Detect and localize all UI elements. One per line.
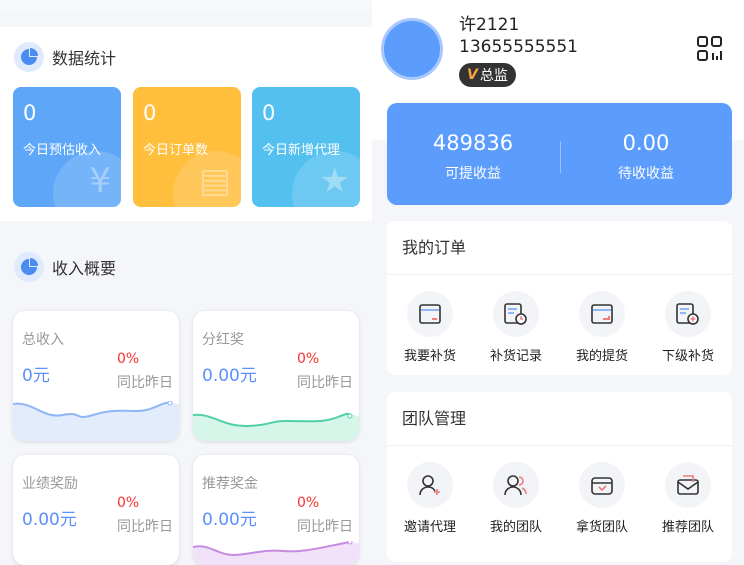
withdrawable-value: 489836 [432,131,514,155]
income-header: 收入概要 [14,252,116,282]
invite-agent-button[interactable]: 邀请代理 [387,462,473,535]
menu-label: 下级补货 [661,349,714,364]
pending-value: 0.00 [622,131,670,155]
invite-user-icon [407,462,453,508]
stat-value: 0 [262,101,276,125]
sparkline [193,541,359,565]
menu-label: 推荐团队 [661,520,714,535]
my-pickup-button[interactable]: 我的提货 [559,291,645,364]
menu-label: 我要补货 [403,349,456,364]
level-label: 总监 [479,68,508,84]
menu-label: 拿货团队 [575,520,628,535]
stat-value: 0 [23,101,37,125]
sparkline [13,401,179,441]
income-card-performance[interactable]: 业绩奖励 0.00元 0% 同比昨日 [13,455,179,565]
my-team-button[interactable]: 我的团队 [473,462,559,535]
income-card-title: 业绩奖励 [22,476,78,492]
restock-icon [407,291,453,337]
menu-label: 补货记录 [489,349,542,364]
orders-title: 我的订单 [387,221,732,275]
star-icon: ★ [319,161,350,201]
income-card-title: 分红奖 [202,332,244,348]
clipboard-icon: ▤ [198,161,231,201]
income-card-compare: 同比昨日 [117,519,173,535]
box-icon [579,462,625,508]
vip-icon: V [467,67,478,83]
menu-label: 我的团队 [489,520,542,535]
income-card-percent: 0% [297,495,320,511]
top-strip [0,0,372,12]
user-phone: 13655555551 [459,37,578,57]
withdrawable-label[interactable]: 可提收益 [445,166,501,182]
stats-title: 数据统计 [52,49,117,68]
menu-label: 邀请代理 [403,520,456,535]
income-card-total[interactable]: 总收入 0元 0% 同比昨日 [13,311,179,441]
income-card-compare: 同比昨日 [117,375,173,391]
team-icon [493,462,539,508]
referral-team-button[interactable]: 推荐团队 [645,462,731,535]
stat-label: 今日新增代理 [262,143,341,158]
income-card-title: 总收入 [22,332,64,348]
stat-card-agents[interactable]: ★ 0 今日新增代理 [252,87,360,207]
orders-card: 我的订单 我要补货 补货记录 我的提货 下级补货 [387,221,732,375]
sparkline [193,412,359,441]
level-badge: V 总监 [459,63,516,87]
purchase-team-button[interactable]: 拿货团队 [559,462,645,535]
income-card-value: 0.00元 [202,366,257,386]
income-card-percent: 0% [297,351,320,367]
income-card-percent: 0% [117,495,140,511]
stat-label: 今日订单数 [143,143,209,158]
add-order-icon [665,291,711,337]
pending-label: 待收收益 [618,166,674,182]
stats-header: 数据统计 [14,42,116,72]
user-name: 许2121 [459,15,520,35]
restock-records-button[interactable]: 补货记录 [473,291,559,364]
income-card-compare: 同比昨日 [297,519,353,535]
stat-value: 0 [143,101,157,125]
team-card: 团队管理 邀请代理 我的团队 拿货团队 推荐团队 [387,392,732,562]
envelope-icon [665,462,711,508]
income-card-percent: 0% [117,351,140,367]
yen-icon: ¥ [89,161,111,201]
income-card-title: 推荐奖金 [202,476,258,492]
pie-chart-icon [14,42,44,72]
divider [560,141,561,173]
menu-label: 我的提货 [575,349,628,364]
stat-card-income[interactable]: ¥ 0 今日预估收入 [13,87,121,207]
records-clock-icon [493,291,539,337]
income-card-value: 0元 [22,366,50,386]
subordinate-restock-button[interactable]: 下级补货 [645,291,731,364]
pickup-icon [579,291,625,337]
income-card-dividend[interactable]: 分红奖 0.00元 0% 同比昨日 [193,311,359,441]
income-title: 收入概要 [52,259,117,278]
income-card-compare: 同比昨日 [297,375,353,391]
income-card-value: 0.00元 [22,510,77,530]
qr-code-icon[interactable] [697,36,723,62]
pie-chart-icon [14,252,44,282]
team-title: 团队管理 [387,392,732,446]
avatar[interactable] [381,18,443,80]
stat-card-orders[interactable]: ▤ 0 今日订单数 [133,87,241,207]
earnings-card: 489836 可提收益 0.00 待收收益 [387,103,732,205]
stat-label: 今日预估收入 [23,143,102,158]
restock-button[interactable]: 我要补货 [387,291,473,364]
income-card-value: 0.00元 [202,510,257,530]
